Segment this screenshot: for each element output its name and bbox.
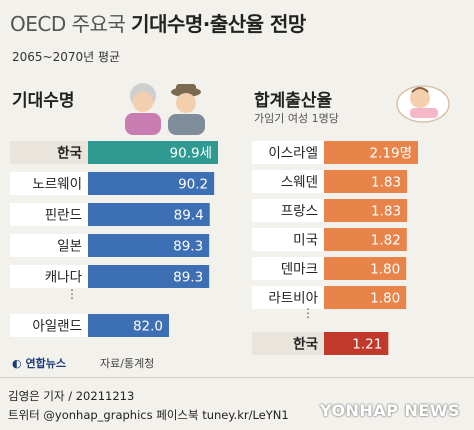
life-category-label: 노르웨이 (32, 177, 82, 193)
fert-ellipsis: ⋮ (302, 306, 314, 320)
fert-label-box (252, 141, 324, 164)
title-main: 기대수명·출산율 전망 (131, 12, 306, 36)
watermark: YONHAP NEWS (319, 401, 460, 420)
life-label-box (10, 203, 88, 226)
fert-category-label: 이스라엘 (268, 146, 318, 162)
life-category-label: 캐나다 (45, 270, 83, 286)
life-ellipsis: ⋮ (66, 287, 78, 301)
fert-value-label: 1.82 (371, 233, 401, 249)
life-label-box (10, 172, 88, 195)
fert-category-label: 라트비아 (268, 291, 318, 307)
life-value-label: 90.9세 (170, 146, 212, 162)
credit-line-1: 김영은 기자 / 20211213 (8, 389, 135, 403)
fert-category-label: 한국 (293, 337, 318, 353)
life-category-label: 한국 (57, 146, 82, 162)
logo-text: 연합뉴스 (25, 357, 66, 370)
fert-value-label: 1.21 (352, 337, 382, 353)
fert-bar (324, 332, 389, 355)
fert-value-label: 1.83 (371, 204, 401, 220)
fertility-section-subtitle: 가임기 여성 1명당 (254, 112, 339, 125)
fert-category-label: 덴마크 (281, 262, 318, 278)
life-category-label: 아일랜드 (32, 319, 82, 335)
life-bar (88, 141, 218, 164)
life-bar (88, 265, 210, 288)
fert-category-label: 프랑스 (281, 204, 318, 220)
life-value-label: 89.4 (174, 208, 204, 224)
life-section-title: 기대수명 (12, 91, 75, 111)
subtitle: 2065~2070년 평균 (12, 50, 121, 64)
credit-line-2: 트위터 @yonhap_graphics 페이스북 tuney.kr/LeYN1 (8, 408, 289, 422)
fert-category-label: 스웨덴 (281, 175, 318, 191)
source-text: 자료/통계청 (100, 357, 155, 370)
life-value-label: 82.0 (133, 319, 163, 335)
life-value-label: 90.2 (178, 177, 208, 193)
life-category-label: 일본 (57, 239, 82, 255)
footer-divider (0, 377, 474, 378)
life-label-box (10, 141, 88, 164)
yonhap-logo: ◐ 연합뉴스 (12, 355, 66, 371)
title-prefix: OECD 주요국 (10, 12, 126, 36)
fert-label-box (252, 199, 324, 222)
elderly-couple-icon (125, 83, 205, 135)
life-bar (88, 234, 210, 257)
fert-bar (324, 257, 407, 280)
page-title: OECD 주요국 기대수명·출산율 전망 (10, 8, 306, 37)
fert-label-box (252, 286, 324, 309)
fert-value-label: 1.80 (370, 291, 400, 307)
fert-label-box (252, 332, 324, 355)
fert-bar (324, 199, 408, 222)
fert-value-label: 2.19명 (370, 146, 412, 162)
baby-icon (396, 85, 450, 123)
life-value-label: 89.3 (173, 239, 203, 255)
life-label-box (10, 314, 88, 337)
fert-label-box (252, 257, 324, 280)
life-category-label: 핀란드 (45, 208, 82, 224)
fert-category-label: 미국 (293, 233, 318, 249)
life-value-label: 89.3 (173, 270, 203, 286)
fert-label-box (252, 228, 324, 251)
life-label-box (10, 265, 88, 288)
fert-label-box (252, 170, 324, 193)
fert-value-label: 1.80 (370, 262, 400, 278)
life-bar (88, 314, 170, 337)
fert-bar (324, 286, 407, 309)
fert-bar (324, 141, 418, 164)
fert-bar (324, 170, 408, 193)
life-bar (88, 172, 215, 195)
life-label-box (10, 234, 88, 257)
fertility-section-title: 합계출산율 (254, 91, 333, 111)
life-bar (88, 203, 210, 226)
fert-value-label: 1.83 (371, 175, 401, 191)
fert-bar (324, 228, 407, 251)
logo-mark-icon: ◐ (12, 357, 22, 370)
